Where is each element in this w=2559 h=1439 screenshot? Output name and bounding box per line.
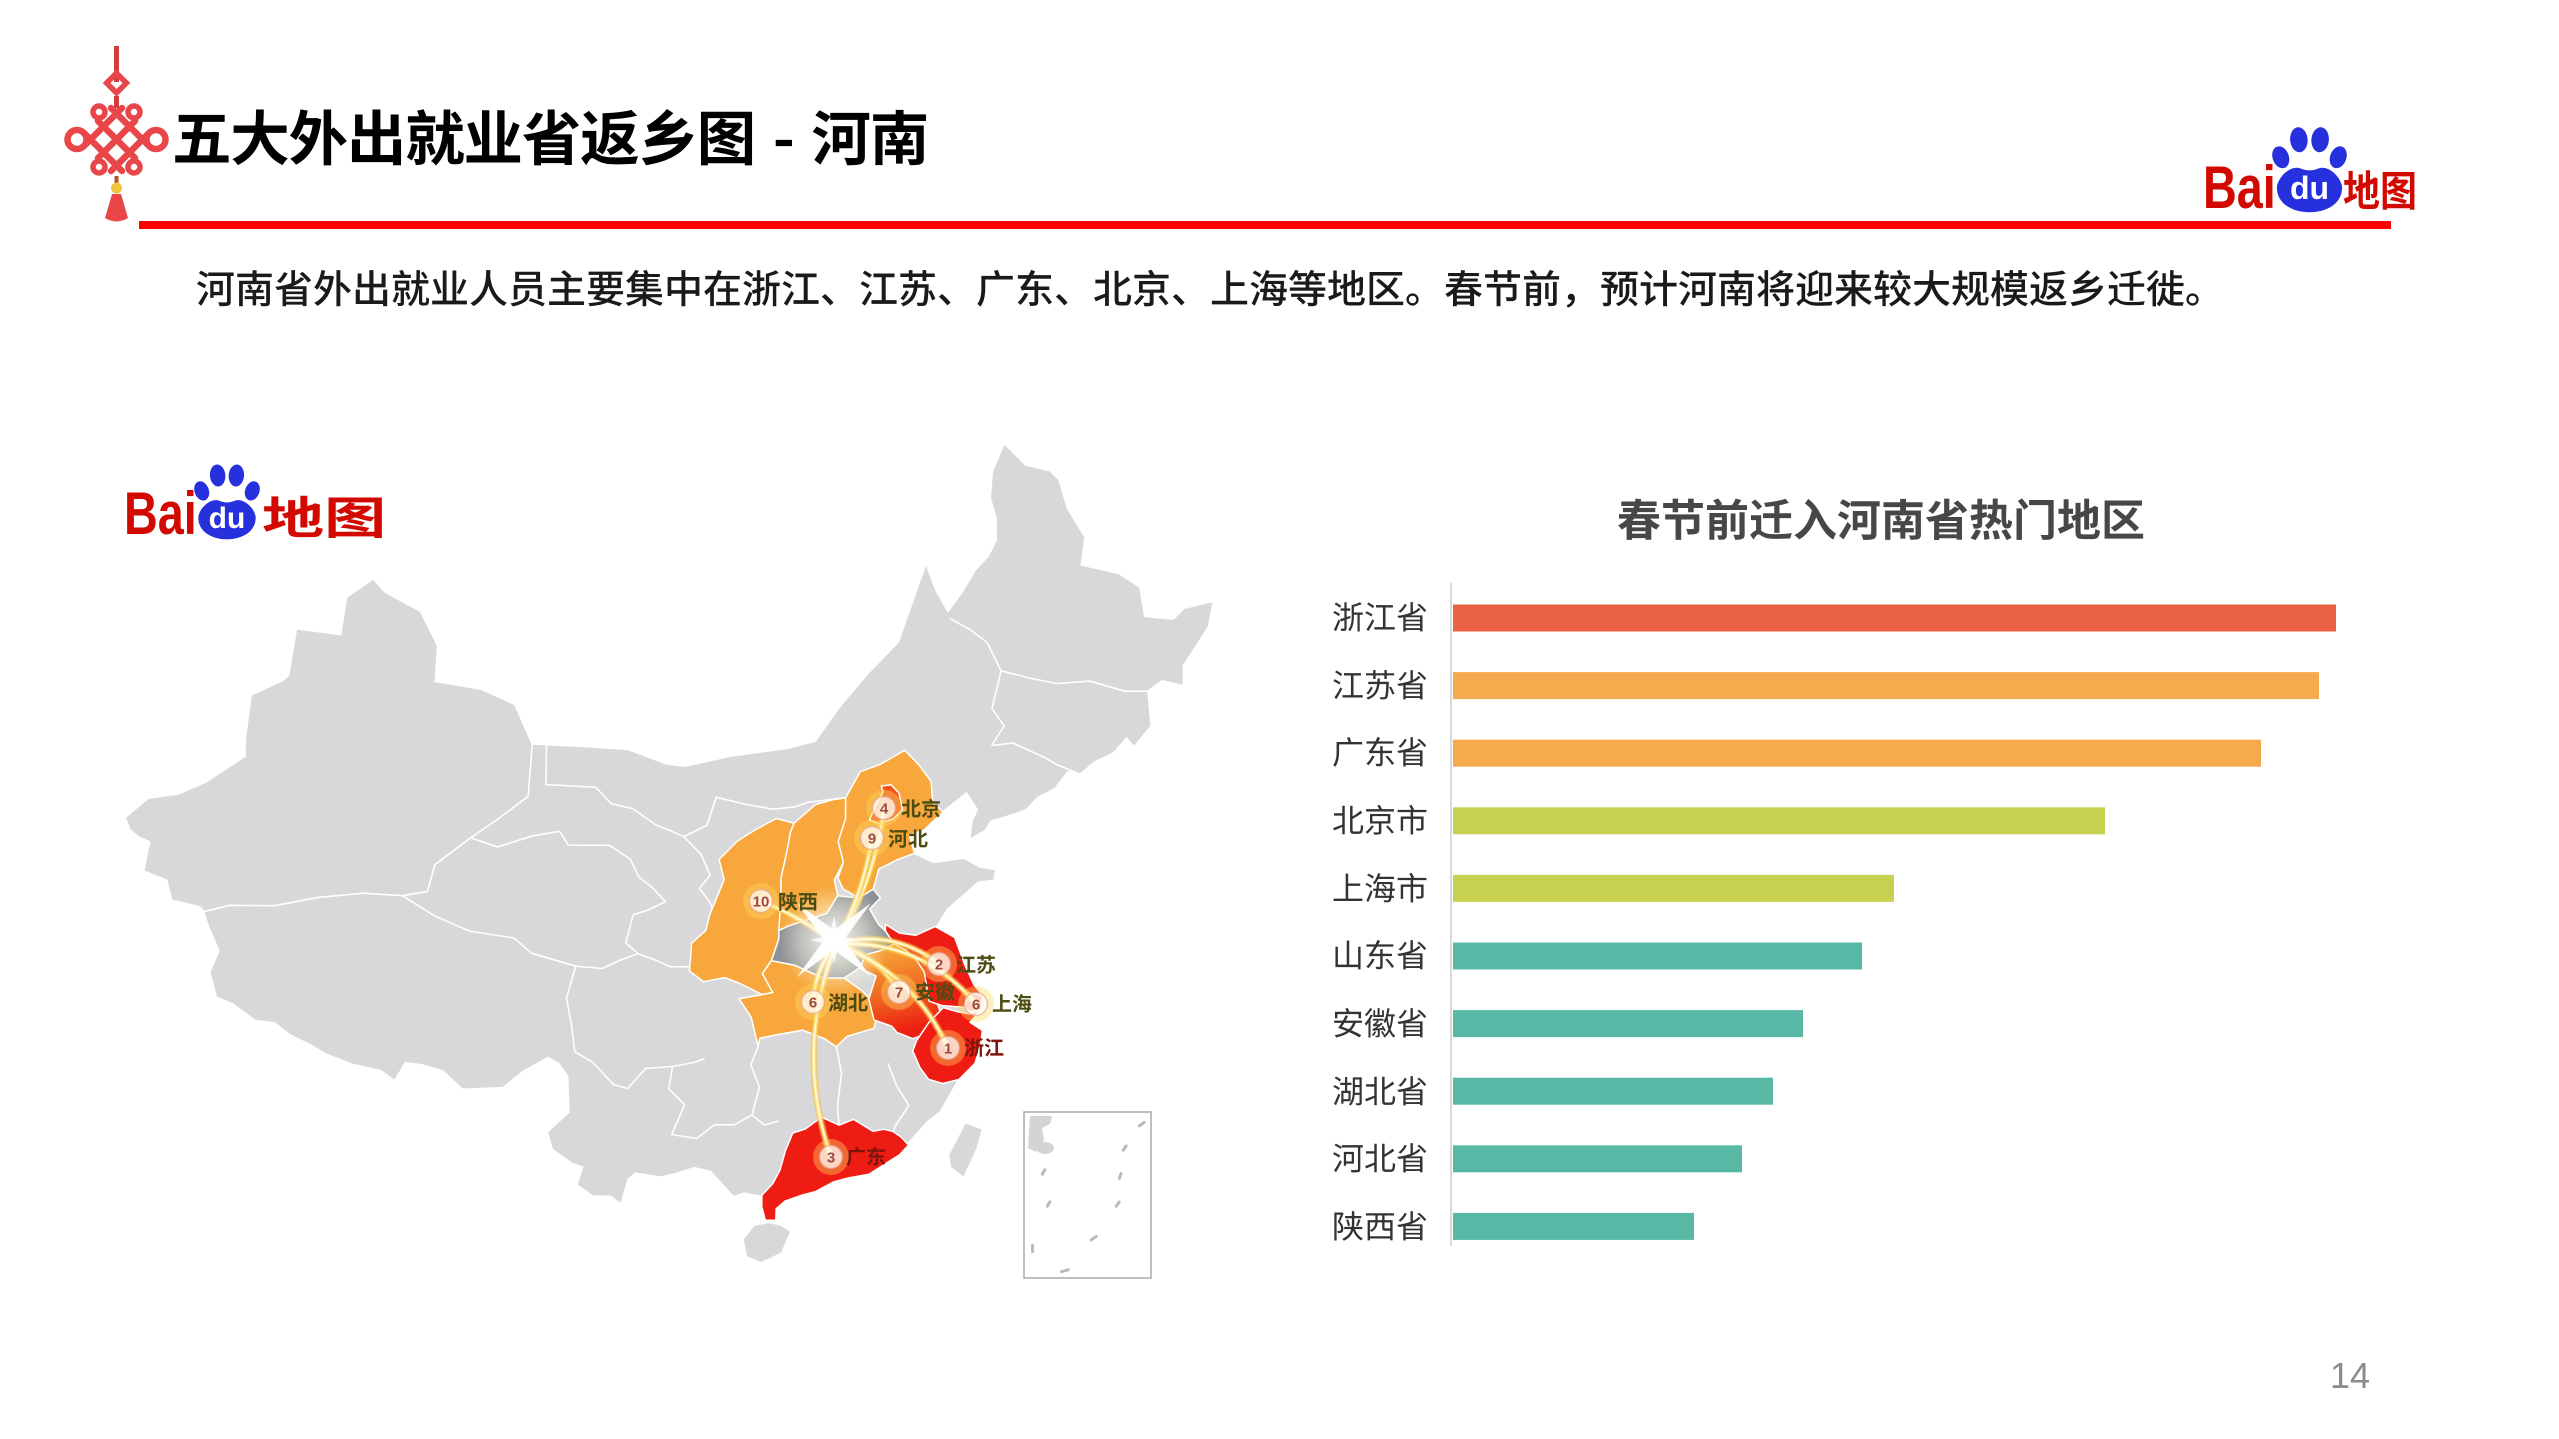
svg-text:14: 14 — [2330, 1355, 2370, 1396]
svg-text:6: 6 — [809, 995, 817, 1012]
svg-text:3: 3 — [827, 1150, 835, 1167]
svg-text:du: du — [2290, 170, 2329, 206]
svg-text:6: 6 — [972, 997, 980, 1014]
svg-text:10: 10 — [753, 894, 770, 911]
svg-text:1: 1 — [944, 1041, 952, 1058]
svg-text:Bai: Bai — [2203, 154, 2276, 221]
svg-text:4: 4 — [880, 801, 889, 818]
svg-text:Bai: Bai — [124, 480, 197, 547]
svg-text:2: 2 — [935, 957, 943, 974]
svg-text:7: 7 — [895, 985, 903, 1002]
svg-text:du: du — [209, 502, 246, 535]
svg-text:9: 9 — [868, 831, 876, 848]
